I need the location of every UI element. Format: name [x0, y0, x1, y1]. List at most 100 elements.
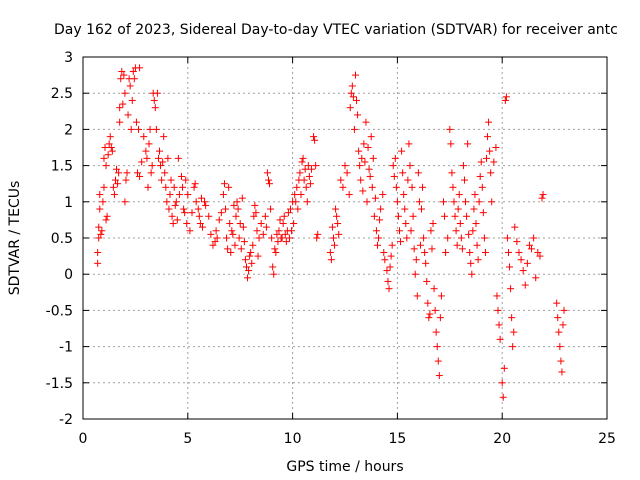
data-point: [384, 277, 392, 285]
data-point: [114, 180, 122, 188]
data-point: [97, 230, 105, 238]
data-point: [292, 198, 300, 206]
data-point: [248, 259, 256, 267]
data-point: [515, 248, 523, 256]
data-point: [485, 118, 493, 126]
data-point: [370, 212, 378, 220]
data-point: [106, 133, 114, 141]
data-point: [414, 169, 422, 177]
data-point: [337, 176, 345, 184]
data-point: [211, 238, 219, 246]
data-point: [310, 133, 318, 141]
data-point: [355, 147, 363, 155]
data-point: [481, 248, 489, 256]
data-point: [275, 227, 283, 235]
data-point: [539, 191, 547, 199]
data-point: [434, 357, 442, 365]
data-point: [232, 212, 240, 220]
data-point: [217, 209, 225, 217]
data-point: [479, 209, 487, 217]
data-point: [128, 96, 136, 104]
y-tick-label: 1: [64, 195, 73, 211]
data-point: [327, 256, 335, 264]
data-point: [302, 183, 310, 191]
data-point: [126, 82, 134, 90]
data-point: [559, 321, 567, 329]
data-point: [509, 343, 517, 351]
data-point: [95, 223, 103, 231]
data-point: [195, 212, 203, 220]
data-point: [281, 230, 289, 238]
data-point: [100, 154, 108, 162]
data-point: [249, 241, 257, 249]
data-point: [250, 212, 258, 220]
data-point: [109, 183, 117, 191]
data-point: [365, 165, 373, 173]
data-point: [411, 270, 419, 278]
data-point: [152, 125, 160, 133]
data-point: [471, 191, 479, 199]
data-point: [253, 227, 261, 235]
data-point: [262, 223, 270, 231]
data-point: [179, 183, 187, 191]
data-point: [140, 133, 148, 141]
data-point: [102, 216, 110, 224]
data-point: [306, 180, 314, 188]
data-point: [351, 71, 359, 79]
data-point: [448, 169, 456, 177]
data-point: [358, 154, 366, 162]
data-point: [470, 205, 478, 213]
y-tick-label: 0.5: [51, 231, 73, 247]
data-point: [440, 198, 448, 206]
data-point: [525, 241, 533, 249]
y-axis-label: SDTVAR / TECUs: [7, 181, 23, 296]
data-point: [428, 245, 436, 253]
data-point: [135, 125, 143, 133]
data-point: [240, 238, 248, 246]
data-point: [228, 227, 236, 235]
data-point: [236, 220, 244, 228]
data-point: [523, 259, 531, 267]
data-point: [237, 245, 245, 253]
data-point: [133, 169, 141, 177]
data-point: [290, 220, 298, 228]
data-point: [142, 147, 150, 155]
data-point: [274, 238, 282, 246]
data-point: [359, 187, 367, 195]
data-point: [329, 234, 337, 242]
data-point: [453, 241, 461, 249]
data-point: [136, 64, 144, 72]
data-point: [209, 241, 217, 249]
data-point: [303, 198, 311, 206]
data-point: [430, 285, 438, 293]
data-point: [372, 227, 380, 235]
data-point: [472, 220, 480, 228]
y-tick-label: -1.5: [46, 376, 73, 392]
data-point: [94, 248, 102, 256]
data-point: [284, 209, 292, 217]
y-tick-label: -0.5: [46, 303, 73, 319]
data-point: [223, 234, 231, 242]
data-point: [452, 227, 460, 235]
data-point: [413, 292, 421, 300]
data-point: [407, 227, 415, 235]
data-point: [247, 248, 255, 256]
data-point: [468, 270, 476, 278]
data-point: [369, 154, 377, 162]
data-point: [226, 220, 234, 228]
data-point: [117, 75, 125, 83]
data-point: [486, 147, 494, 155]
data-point: [294, 205, 302, 213]
data-point: [478, 183, 486, 191]
data-point: [498, 379, 506, 387]
data-point: [160, 133, 168, 141]
data-point: [328, 223, 336, 231]
data-point: [469, 227, 477, 235]
y-tick-label: 0: [64, 267, 73, 283]
data-point: [500, 364, 508, 372]
data-point: [192, 198, 200, 206]
data-point: [219, 191, 227, 199]
data-point: [227, 248, 235, 256]
